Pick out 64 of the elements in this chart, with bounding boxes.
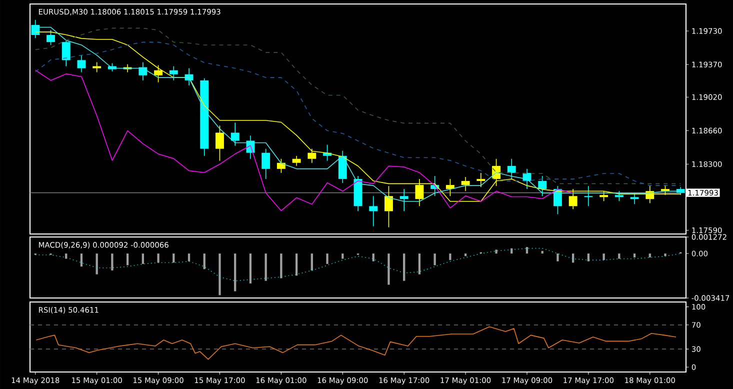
bar <box>495 250 498 254</box>
candlestick <box>154 64 163 83</box>
bar <box>264 254 267 281</box>
candlestick <box>661 184 670 196</box>
bar <box>556 254 559 262</box>
candlestick <box>584 186 593 207</box>
candlestick <box>31 20 40 38</box>
bar <box>326 254 328 264</box>
candlestick <box>507 158 516 180</box>
bar <box>172 254 175 263</box>
bar <box>203 254 206 270</box>
bar <box>602 254 605 260</box>
bar <box>372 254 374 262</box>
line-series <box>36 326 676 360</box>
bar <box>648 254 651 258</box>
bar <box>388 254 390 285</box>
candlestick <box>446 178 454 196</box>
bar <box>572 254 574 263</box>
bar <box>618 254 620 259</box>
candlestick <box>230 122 240 146</box>
candlestick <box>169 66 178 81</box>
candlestick <box>369 196 378 227</box>
bar <box>126 254 129 266</box>
candlestick <box>92 62 102 73</box>
bar <box>449 254 452 260</box>
bar <box>664 254 666 256</box>
bar <box>526 247 528 254</box>
bar <box>587 254 590 262</box>
candlestick <box>292 155 301 166</box>
bar <box>111 254 114 270</box>
bar <box>541 250 544 254</box>
line-series <box>34 70 574 212</box>
candlestick <box>476 172 486 188</box>
bar <box>310 254 313 270</box>
candlestick <box>276 158 286 174</box>
bar <box>342 254 344 259</box>
bar <box>295 254 298 276</box>
candlestick <box>461 176 470 192</box>
bar <box>157 254 160 263</box>
candlestick <box>77 54 86 73</box>
bar <box>418 254 421 274</box>
candlestick <box>538 176 547 196</box>
bar <box>188 254 190 262</box>
bar <box>96 254 98 274</box>
candlestick <box>138 62 148 81</box>
bar <box>218 254 221 296</box>
bar <box>80 254 83 267</box>
candlestick <box>384 186 393 228</box>
candlestick <box>400 188 408 212</box>
candlestick <box>262 148 270 180</box>
bar <box>633 254 636 258</box>
candlestick <box>338 150 347 184</box>
bar <box>142 254 144 264</box>
bar <box>234 254 236 292</box>
bar <box>403 254 406 281</box>
candlestick <box>46 30 55 46</box>
bar <box>434 254 436 266</box>
bar <box>249 254 252 284</box>
candlestick <box>62 40 70 67</box>
bar <box>464 254 467 256</box>
bar <box>280 254 282 278</box>
candlestick <box>614 190 624 202</box>
candlestick <box>308 148 316 164</box>
candlestick <box>216 125 224 162</box>
